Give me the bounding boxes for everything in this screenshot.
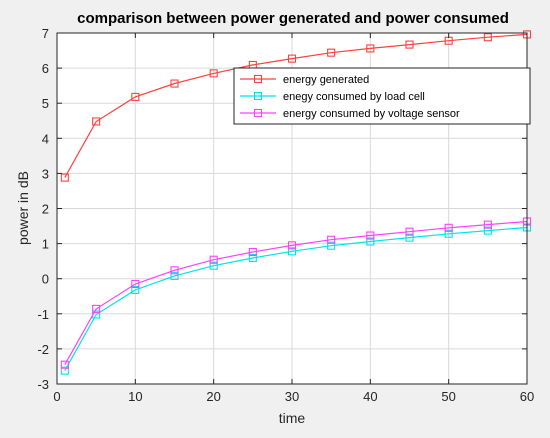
data-point-marker [444,223,453,232]
data-point-marker [131,279,140,289]
x-tick-label: 20 [206,389,220,404]
data-point-marker [327,241,336,250]
x-axis-label: time [279,410,306,426]
data-point-marker [327,48,336,57]
legend-item: energy generated [240,74,369,86]
y-tick-label: 7 [42,26,49,41]
y-tick-label: 3 [42,166,49,181]
data-point-marker [287,241,297,250]
y-tick-label: 2 [42,202,49,217]
data-point-marker [483,220,492,229]
legend-label: energy consumed by voltage sensor [283,108,460,120]
data-point-marker [366,237,375,246]
y-axis-label: power in dB [15,171,31,245]
data-point-marker [366,231,375,240]
data-point-marker [287,247,297,256]
data-point-marker [131,92,140,101]
data-point-marker [248,247,257,257]
data-point-marker [60,173,69,182]
x-tick-label: 10 [128,389,142,404]
data-point-marker [131,285,140,294]
legend-marker [253,108,263,118]
data-point-marker [444,229,453,238]
data-point-marker [60,366,69,375]
legend-item: energy consumed by voltage sensor [240,108,460,120]
y-tick-label: 1 [42,237,49,252]
data-point-marker [287,54,297,63]
y-tick-label: 5 [42,96,49,111]
x-tick-label: 30 [285,389,299,404]
data-point-marker [92,304,101,313]
y-tick-label: -2 [37,342,49,357]
legend-label: energy generated [283,74,369,86]
data-point-marker [405,227,414,236]
x-tick-label: 60 [520,389,534,404]
data-point-marker [170,271,179,280]
legend: energy generated enegy consumed by load c… [233,67,531,125]
series-line [64,226,528,371]
data-point-marker [327,235,336,244]
chart-title: comparison between power generated and p… [77,10,509,27]
series-2 [60,223,532,375]
legend-marker [253,91,263,101]
data-point-marker [483,33,492,42]
data-point-marker [483,226,492,235]
data-point-marker [405,233,414,242]
axis-ticks: 0 10 20 30 40 50 60 -3 -2 -1 0 1 2 3 4 5 6 7 [37,26,534,404]
data-point-marker [366,44,375,53]
legend-label: enegy consumed by load cell [283,91,425,103]
y-tick-label: -3 [37,377,49,392]
data-point-marker [248,253,257,263]
x-tick-label: 0 [53,389,60,404]
data-point-marker [60,360,69,369]
legend-marker [253,74,263,84]
data-point-marker [209,261,218,270]
series-line [64,33,528,178]
data-point-marker [170,266,179,275]
legend-box [233,67,531,125]
y-tick-label: 0 [42,272,49,287]
series-line [64,220,528,365]
data-point-marker [209,255,218,264]
data-point-marker [170,79,179,88]
x-tick-label: 40 [363,389,377,404]
data-point-marker [209,69,218,78]
series-1 [60,30,532,182]
series-layer [60,30,532,375]
y-tick-label: 4 [42,131,49,146]
y-tick-label: 6 [42,61,49,76]
series-3 [60,217,532,369]
data-point-marker [92,117,101,126]
x-tick-label: 50 [441,389,455,404]
legend-item: enegy consumed by load cell [240,91,425,103]
y-tick-label: -1 [37,307,49,322]
data-point-marker [405,40,414,49]
